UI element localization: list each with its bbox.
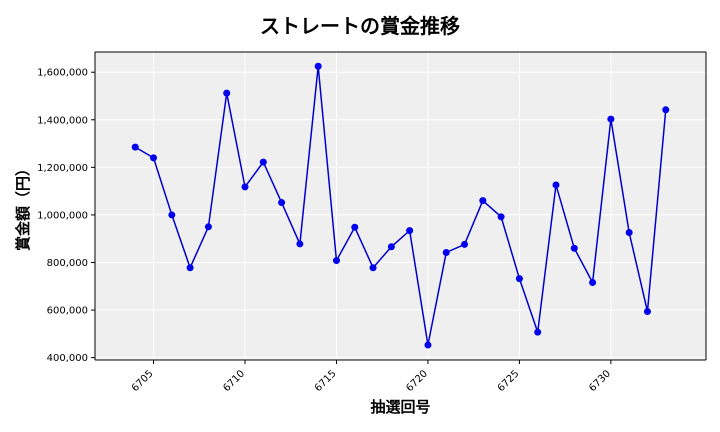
y-tick-label: 1,200,000 [37,163,88,174]
data-point [570,244,578,252]
data-point [351,223,359,231]
y-tick-label: 1,600,000 [37,68,88,79]
data-point [552,181,560,189]
x-tick-label: 6710 [221,368,247,394]
data-point [168,211,176,219]
data-point [534,328,542,336]
data-point [479,197,487,205]
data-point [442,248,450,256]
data-point [332,257,340,265]
y-tick-label: 600,000 [47,306,88,317]
y-tick-label: 1,400,000 [37,115,88,126]
x-tick-label: 6705 [130,368,156,394]
data-point [241,183,249,191]
data-point [296,240,304,248]
data-point [607,115,615,123]
chart-title: ストレートの賞金推移 [260,14,460,38]
data-point [186,264,194,272]
y-axis-title: 賞金額（円） [14,161,32,251]
data-point [406,227,414,235]
data-point [497,213,505,221]
x-tick-label: 6725 [496,368,522,394]
data-point [150,154,158,162]
y-tick-label: 800,000 [47,258,88,269]
data-point [314,62,322,70]
data-point [204,223,212,231]
data-point [369,264,377,272]
data-point [424,341,432,349]
y-tick-label: 1,000,000 [37,210,88,221]
series-line [134,66,667,346]
x-tick-label: 6720 [404,368,430,394]
data-point [278,199,286,207]
plot-area [95,52,706,360]
data-point [515,275,523,283]
y-tick-label: 400,000 [47,353,88,364]
data-point [662,106,670,114]
data-point [643,307,651,315]
data-point [625,229,633,237]
data-point [131,143,139,151]
x-tick-label: 6730 [587,368,613,394]
x-tick-label: 6715 [313,368,339,394]
data-point [589,278,597,286]
data-point [387,243,395,251]
data-point [259,158,267,166]
data-point [461,240,469,248]
data-point [223,89,231,97]
x-axis-title: 抽選回号 [370,398,430,416]
